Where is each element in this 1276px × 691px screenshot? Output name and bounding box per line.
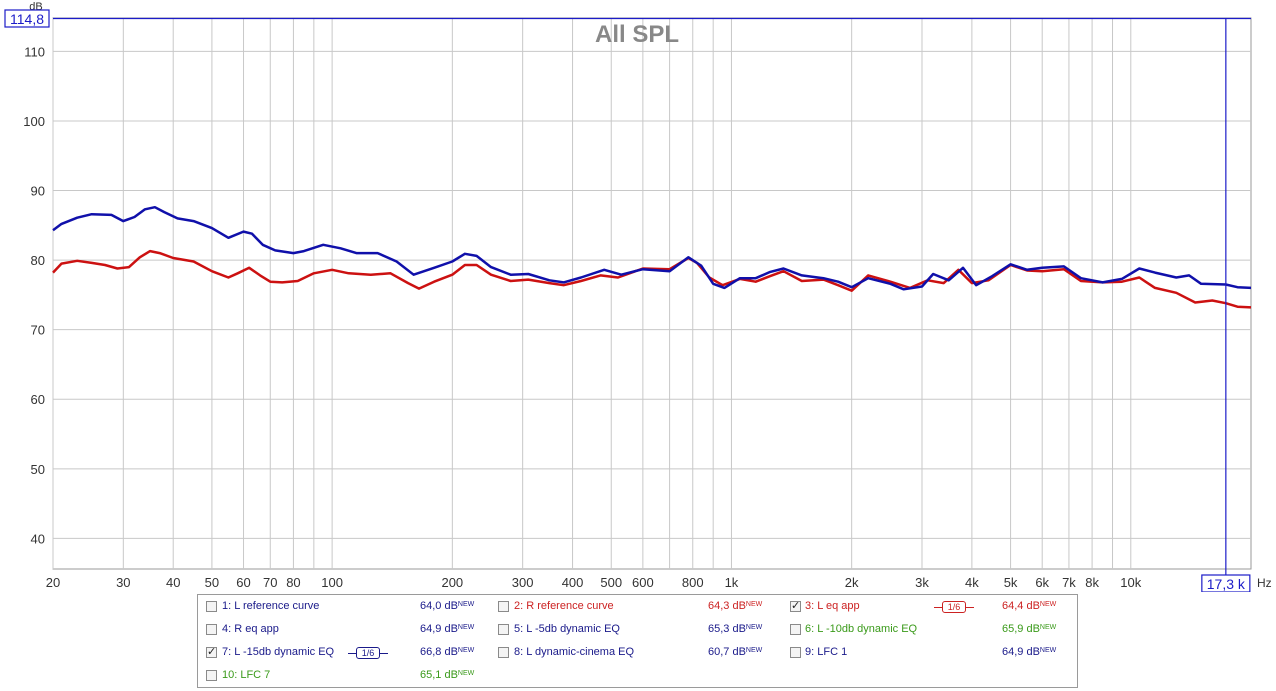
legend-checkbox[interactable] bbox=[498, 647, 509, 658]
cursor-y-label: 114,8 bbox=[10, 11, 44, 27]
legend-label[interactable]: 1: L reference curve bbox=[222, 600, 320, 612]
legend-checkbox[interactable] bbox=[790, 599, 801, 612]
legend-new-badge: NEW bbox=[745, 647, 763, 654]
legend-checkbox[interactable] bbox=[206, 670, 217, 681]
x-tick-label: 400 bbox=[562, 575, 584, 590]
legend-checkbox[interactable] bbox=[206, 645, 217, 658]
y-tick-label: 80 bbox=[31, 253, 45, 268]
smoothing-indicator[interactable]: 1/6 bbox=[934, 601, 974, 613]
x-tick-label: 70 bbox=[263, 575, 277, 590]
x-tick-label: 100 bbox=[321, 575, 343, 590]
y-tick-label: 40 bbox=[31, 531, 45, 546]
x-tick-label: 1k bbox=[725, 575, 739, 590]
legend-label[interactable]: 8: L dynamic-cinema EQ bbox=[514, 646, 635, 658]
x-axis-label: Hz bbox=[1257, 576, 1272, 590]
legend-label[interactable]: 3: L eq app bbox=[805, 600, 860, 612]
x-tick-label: 4k bbox=[965, 575, 979, 590]
x-tick-label: 6k bbox=[1035, 575, 1049, 590]
legend-new-badge: NEW bbox=[457, 670, 475, 677]
legend-label[interactable]: 9: LFC 1 bbox=[805, 646, 848, 658]
legend-value: 64,9 dBNEW bbox=[420, 623, 475, 635]
x-tick-label: 20 bbox=[46, 575, 60, 590]
legend-checkbox[interactable] bbox=[790, 647, 801, 658]
x-tick-label: 2k bbox=[845, 575, 859, 590]
legend-value: 64,3 dBNEW bbox=[708, 600, 763, 612]
legend-label[interactable]: 6: L -10db dynamic EQ bbox=[805, 623, 918, 635]
legend-new-badge: NEW bbox=[457, 647, 475, 654]
x-tick-label: 60 bbox=[236, 575, 250, 590]
x-tick-label: 600 bbox=[632, 575, 654, 590]
x-tick-label: 300 bbox=[512, 575, 534, 590]
x-tick-label: 800 bbox=[682, 575, 704, 590]
legend-value: 65,1 dBNEW bbox=[420, 669, 475, 681]
legend-checkbox[interactable] bbox=[206, 601, 217, 612]
legend-label[interactable]: 10: LFC 7 bbox=[222, 669, 271, 681]
legend-checkbox[interactable] bbox=[498, 624, 509, 635]
cursor-x-box bbox=[1201, 574, 1251, 592]
x-tick-label: 40 bbox=[166, 575, 180, 590]
y-tick-label: 60 bbox=[31, 392, 45, 407]
x-tick-label: 80 bbox=[286, 575, 300, 590]
cursor-y-box bbox=[4, 9, 50, 28]
legend-label[interactable]: 7: L -15db dynamic EQ bbox=[222, 646, 335, 658]
x-tick-label: 200 bbox=[441, 575, 463, 590]
legend-panel: 1: L reference curve 64,0 dBNEW 2: R refer… bbox=[197, 594, 1078, 688]
legend-label[interactable]: 2: R reference curve bbox=[514, 600, 614, 612]
y-tick-label: 100 bbox=[23, 114, 45, 129]
legend-label[interactable]: 5: L -5db dynamic EQ bbox=[514, 623, 620, 635]
legend-new-badge: NEW bbox=[457, 624, 475, 631]
legend-new-badge: NEW bbox=[457, 601, 475, 608]
legend-checkbox[interactable] bbox=[206, 624, 217, 635]
legend-checkbox[interactable] bbox=[498, 601, 509, 612]
legend-value: 64,4 dBNEW bbox=[1002, 600, 1057, 612]
y-tick-label: 90 bbox=[31, 184, 45, 199]
legend-value: 66,8 dBNEW bbox=[420, 646, 475, 658]
legend-new-badge: NEW bbox=[745, 624, 763, 631]
legend-new-badge: NEW bbox=[1039, 601, 1057, 608]
legend-value: 65,9 dBNEW bbox=[1002, 623, 1057, 635]
legend-value: 64,0 dBNEW bbox=[420, 600, 475, 612]
y-tick-label: 50 bbox=[31, 462, 45, 477]
spl-chart[interactable]: 40 50 60 70 80 90 100 110 20 30 40 50 60 70 80 100 200 30… bbox=[0, 0, 1276, 592]
x-tick-label: 50 bbox=[205, 575, 219, 590]
plot-area bbox=[52, 17, 1252, 570]
legend-new-badge: NEW bbox=[745, 601, 763, 608]
chart-title: All SPL bbox=[595, 21, 679, 48]
legend-value: 65,3 dBNEW bbox=[708, 623, 763, 635]
legend-label[interactable]: 4: R eq app bbox=[222, 623, 279, 635]
series-line bbox=[52, 205, 1252, 291]
x-tick-label: 7k bbox=[1062, 575, 1076, 590]
legend-new-badge: NEW bbox=[1039, 624, 1057, 631]
legend-checkbox[interactable] bbox=[790, 624, 801, 635]
cursor-x-label: 17,3 k bbox=[1207, 576, 1246, 592]
legend-new-badge: NEW bbox=[1039, 647, 1057, 654]
x-tick-label: 10k bbox=[1120, 575, 1141, 590]
x-tick-label: 3k bbox=[915, 575, 929, 590]
legend-value: 60,7 dBNEW bbox=[708, 646, 763, 658]
y-tick-label: 70 bbox=[31, 323, 45, 338]
smoothing-indicator[interactable]: 1/6 bbox=[348, 647, 388, 659]
x-tick-label: 30 bbox=[116, 575, 130, 590]
y-tick-label: 110 bbox=[24, 44, 45, 59]
x-tick-label: 500 bbox=[600, 575, 622, 590]
x-tick-label: 5k bbox=[1004, 575, 1018, 590]
x-tick-label: 8k bbox=[1085, 575, 1099, 590]
series-line bbox=[52, 249, 1252, 309]
legend-value: 64,9 dBNEW bbox=[1002, 646, 1057, 658]
